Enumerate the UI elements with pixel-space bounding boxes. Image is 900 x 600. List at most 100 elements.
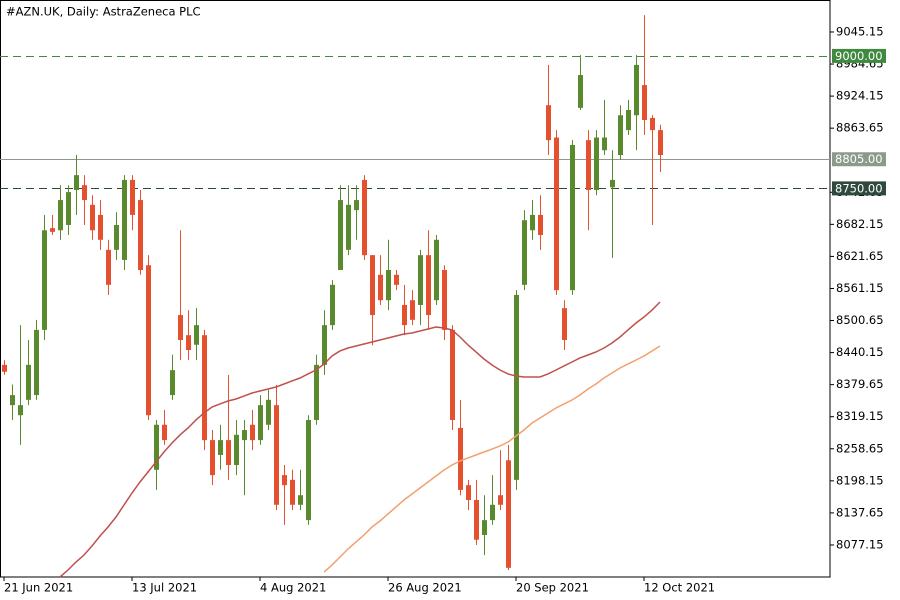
candle-body [434, 239, 439, 301]
candle-body [650, 117, 655, 131]
candle-body [466, 485, 471, 500]
y-tick-label: 8379.65 [836, 377, 884, 391]
candle-body [554, 137, 559, 291]
candle-body [530, 214, 535, 231]
candle-body [10, 395, 15, 406]
candle-body [418, 255, 423, 305]
price-label-box [832, 48, 886, 63]
plot-area [0, 0, 831, 578]
price-label: 9000.00 [835, 49, 883, 63]
price-label-box [832, 152, 886, 167]
candle-body [610, 179, 615, 188]
candle-body [98, 214, 103, 240]
candle-body [586, 140, 591, 190]
candle-body [354, 200, 359, 211]
candle-body [74, 175, 79, 190]
candle-body [226, 440, 231, 466]
candle-body [386, 270, 391, 301]
candle-body [122, 179, 127, 260]
candle-body [298, 495, 303, 505]
candle-body [106, 249, 111, 285]
candle-body [394, 274, 399, 285]
candle-body [26, 364, 31, 400]
candle-body [562, 308, 567, 340]
candle-body [346, 204, 351, 250]
x-tick-label: 13 Jul 2021 [132, 581, 197, 595]
price-label: 8750.00 [835, 181, 883, 195]
candle-body [322, 325, 327, 365]
candle-body [370, 255, 375, 316]
y-tick-label: 8682.15 [836, 217, 884, 231]
candle-body [58, 200, 63, 231]
candle-body [634, 64, 639, 116]
candle-body [138, 200, 143, 271]
candle-body [234, 434, 239, 466]
candle-body [146, 265, 151, 416]
y-tick-label: 8319.15 [836, 409, 884, 423]
x-tick-label: 21 Jun 2021 [4, 581, 73, 595]
candle-body [274, 405, 279, 505]
y-tick-label: 9045.15 [836, 24, 884, 38]
candle-body [362, 179, 367, 256]
candle-body [402, 304, 407, 326]
candle-body [266, 399, 271, 425]
y-tick-label: 8137.65 [836, 505, 884, 519]
x-tick-label: 4 Aug 2021 [260, 581, 326, 595]
candle-body [490, 504, 495, 521]
x-tick-label: 12 Oct 2021 [644, 581, 715, 595]
candle-body [162, 424, 167, 441]
candle-body [442, 270, 447, 330]
candle-body [498, 495, 503, 505]
candle-body [578, 74, 583, 108]
y-tick-label: 8198.15 [836, 473, 884, 487]
candle-body [242, 430, 247, 441]
x-tick-label: 20 Sep 2021 [516, 581, 589, 595]
candle-body [450, 329, 455, 420]
candle-body [170, 370, 175, 396]
candle-body [602, 137, 607, 151]
candle-body [330, 284, 335, 326]
candle-body [570, 144, 575, 291]
candle-body [626, 109, 631, 131]
x-tick-label: 26 Aug 2021 [388, 581, 462, 595]
candle-body [522, 220, 527, 285]
y-tick-label: 8924.15 [836, 89, 884, 103]
candle-body [50, 228, 55, 232]
candle-body [42, 230, 47, 330]
candle-body [514, 294, 519, 480]
candle-body [378, 274, 383, 301]
candle-body [546, 105, 551, 141]
candle-body [114, 224, 119, 250]
candle-body [250, 424, 255, 441]
y-tick-label: 8440.15 [836, 345, 884, 359]
candle-body [82, 185, 87, 201]
candle-body [474, 499, 479, 540]
y-tick-label: 8258.65 [836, 441, 884, 455]
chart-title: #AZN.UK, Daily: AstraZeneca PLC [6, 5, 201, 19]
moving-average [59, 301, 661, 578]
candle-body [314, 364, 319, 420]
candle-body [18, 405, 23, 416]
candle-body [154, 424, 159, 470]
moving-average [323, 345, 661, 573]
candle-body [258, 405, 263, 441]
candle-body [282, 475, 287, 486]
candle-body [618, 115, 623, 156]
candle-body [66, 192, 71, 225]
candle-body [594, 137, 599, 190]
price-label-box [832, 181, 886, 196]
candle-body [410, 300, 415, 320]
candle-body [210, 440, 215, 476]
candle-body [34, 329, 39, 396]
candle-body [458, 427, 463, 490]
candle-body [290, 479, 295, 505]
y-tick-label: 8077.15 [836, 537, 884, 551]
candle-body [194, 325, 199, 345]
candle-body [178, 315, 183, 340]
y-tick-label: 8863.65 [836, 121, 884, 135]
candle-body [2, 364, 7, 372]
price-label: 8805.00 [835, 152, 883, 166]
candle-body [426, 255, 431, 316]
candle-body [306, 419, 311, 521]
